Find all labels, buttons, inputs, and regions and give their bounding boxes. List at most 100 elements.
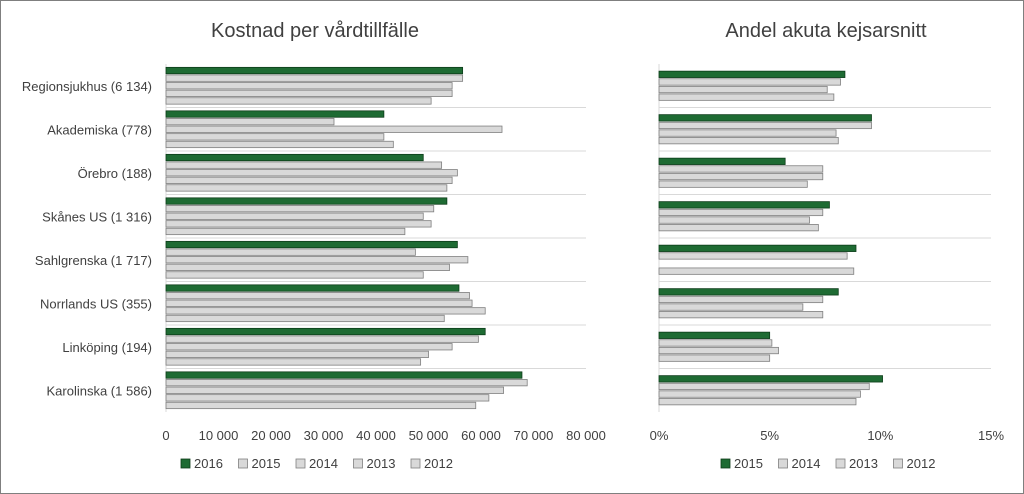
bar-2013 — [165, 307, 486, 315]
bar-2012 — [165, 227, 406, 236]
bar-2015 — [165, 292, 470, 300]
legend-label: 2013 — [367, 456, 396, 471]
bar-2014 — [658, 382, 870, 391]
bar-2015 — [165, 379, 528, 387]
bar-2015 — [658, 244, 857, 252]
x-tick-label: 70 000 — [514, 428, 554, 443]
x-tick-label: 5% — [760, 428, 779, 443]
bar-2012 — [658, 180, 808, 188]
x-tick-label: 15% — [978, 428, 1004, 443]
bar-2015 — [658, 375, 883, 383]
bar-2016 — [165, 371, 523, 379]
bar-2016 — [165, 284, 460, 292]
x-tick-label: 50 000 — [409, 428, 449, 443]
legend-swatch-2015 — [720, 458, 731, 469]
bar-2016 — [165, 66, 464, 75]
bar-2013 — [658, 172, 824, 181]
bar-2012 — [165, 271, 424, 279]
x-tick-label: 0 — [162, 428, 169, 443]
legend-label: 2015 — [734, 456, 763, 471]
legend-swatch-2013 — [835, 458, 846, 469]
bar-2012 — [165, 184, 448, 192]
bar-2015 — [165, 161, 443, 169]
bar-2012 — [658, 267, 855, 275]
bar-2013 — [658, 129, 837, 137]
bar-2016 — [165, 240, 458, 249]
bar-2012 — [165, 314, 445, 323]
bar-2013 — [658, 85, 828, 94]
chart-1-title: Kostnad per vårdtillfälle — [211, 20, 419, 42]
x-tick-label: 80 000 — [566, 428, 606, 443]
legend-swatch-2015 — [238, 458, 248, 469]
bar-2012 — [658, 354, 771, 362]
legend-label: 2012 — [907, 456, 936, 471]
bar-2013 — [658, 390, 861, 398]
bar-2012 — [658, 93, 835, 101]
bar-2012 — [658, 311, 824, 319]
bar-2012 — [165, 401, 477, 410]
bar-2013 — [658, 303, 804, 311]
bar-2014 — [165, 386, 504, 394]
category-label: Skånes US (1 316) — [42, 209, 152, 224]
bar-2015 — [658, 114, 872, 122]
bar-2015 — [658, 288, 839, 296]
bar-2014 — [658, 295, 824, 304]
bar-2013 — [165, 263, 450, 271]
bar-2013 — [165, 394, 490, 402]
x-tick-label: 10% — [867, 428, 893, 443]
bar-2015 — [658, 70, 846, 78]
bar-2014 — [658, 121, 872, 130]
bar-2012 — [658, 224, 819, 232]
legend-swatch-2013 — [353, 458, 363, 469]
bar-2016 — [165, 327, 486, 336]
bar-2012 — [658, 137, 839, 145]
x-tick-label: 40 000 — [356, 428, 396, 443]
chart-1-plot: Regionsjukhus (6 134) Akademiska (778) Öre… — [22, 64, 606, 471]
bar-2014 — [658, 252, 848, 260]
legend-label: 2013 — [849, 456, 878, 471]
bar-2014 — [658, 208, 824, 217]
category-label: Karolinska (1 586) — [47, 383, 153, 398]
bar-2013 — [165, 176, 453, 184]
bar-2012 — [165, 140, 394, 149]
bar-2013 — [165, 220, 432, 228]
bar-2016 — [165, 153, 424, 162]
legend-swatch-2016 — [180, 458, 191, 469]
bar-2015 — [658, 157, 786, 165]
x-tick-label: 0% — [650, 428, 669, 443]
legend-label: 2014 — [309, 456, 338, 471]
x-tick-label: 10 000 — [199, 428, 239, 443]
bar-2012 — [165, 97, 432, 105]
bar-2013 — [658, 346, 779, 355]
bar-2015 — [165, 335, 479, 343]
bar-2013 — [165, 350, 429, 358]
bar-2014 — [165, 343, 453, 351]
category-label: Sahlgrenska (1 717) — [35, 253, 152, 268]
legend-label: 2016 — [194, 456, 223, 471]
bar-2013 — [165, 133, 385, 141]
legend-swatch-2012 — [410, 458, 421, 469]
bar-2016 — [165, 197, 448, 205]
bar-2014 — [658, 339, 773, 347]
category-label: Akademiska (778) — [47, 122, 152, 137]
x-tick-label: 30 000 — [304, 428, 344, 443]
legend-swatch-2012 — [893, 458, 903, 469]
chart-2-plot: 0% 5% 10% 15% 2015 2014 2013 2012 — [650, 64, 1004, 471]
category-label: Regionsjukhus (6 134) — [22, 79, 152, 94]
bar-2014 — [658, 78, 841, 86]
x-tick-label: 20 000 — [251, 428, 291, 443]
x-tick-label: 60 000 — [461, 428, 501, 443]
bar-2012 — [165, 358, 422, 366]
bar-2014 — [658, 165, 824, 173]
bar-2015 — [165, 118, 335, 126]
bar-2015 — [658, 201, 830, 209]
category-label: Linköping (194) — [62, 340, 152, 355]
bar-2013 — [658, 216, 810, 224]
bar-2012 — [658, 398, 857, 406]
category-label: Norrlands US (355) — [40, 296, 152, 311]
bar-2014 — [165, 125, 503, 133]
legend-label: 2012 — [424, 456, 453, 471]
bar-2015 — [165, 74, 464, 82]
chart-2-title: Andel akuta kejsarsnitt — [725, 20, 927, 42]
